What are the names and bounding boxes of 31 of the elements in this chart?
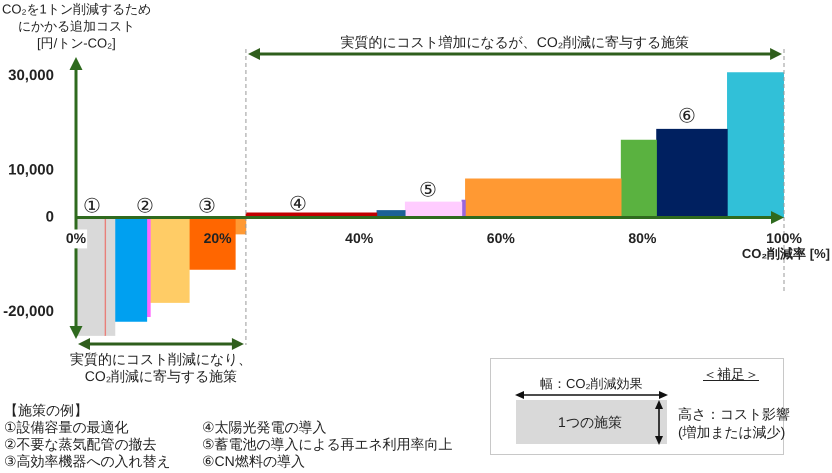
text: ⑤蓄電池の導入による再エネ利用率向上 bbox=[202, 436, 453, 453]
text: ③高効率機器への入れ替え bbox=[4, 453, 171, 470]
y-tick-label: 30,000 bbox=[8, 67, 54, 84]
annotation: ② bbox=[136, 196, 154, 218]
text: ⑥CN燃料の導入 bbox=[202, 453, 305, 470]
x-tick-label: 40% bbox=[345, 230, 374, 246]
annotation: ③ bbox=[198, 196, 216, 218]
y-axis-title: CO₂を1トン削減するためにかかる追加コスト [円/トン-CO₂] bbox=[2, 2, 151, 51]
text: ④太陽光発電の導入 bbox=[202, 419, 327, 436]
annotation: ⑤ bbox=[419, 180, 437, 202]
x-tick-label: 20% bbox=[204, 230, 232, 246]
text: ②不要な蒸気配管の撤去 bbox=[4, 436, 157, 453]
x-tick-label: 0% bbox=[66, 230, 87, 246]
text: 幅：CO₂削減効果 bbox=[540, 376, 643, 392]
y-tick-label: 0 bbox=[46, 208, 54, 226]
text: 高さ：コスト影響 (増加または減少) bbox=[678, 405, 790, 441]
annotation: ④ bbox=[289, 194, 307, 216]
text: ①設備容量の最適化 bbox=[4, 419, 129, 436]
text: 実質的にコスト削減になり、 CO₂削減に寄与する施策 bbox=[70, 350, 252, 384]
y-tick-label: 10,000 bbox=[8, 161, 54, 178]
x-tick-label: 80% bbox=[628, 230, 657, 246]
text: 【施策の例】 bbox=[4, 402, 88, 419]
x-axis-title: CO₂削減率 [%] bbox=[742, 246, 830, 262]
text: 実質的にコスト増加になるが、CO₂削減に寄与する施策 bbox=[340, 34, 690, 50]
y-tick-label: -20,000 bbox=[3, 303, 54, 320]
text: 1つの施策 bbox=[558, 414, 622, 431]
x-tick-label: 100% bbox=[766, 230, 802, 246]
annotation: ① bbox=[83, 196, 101, 218]
text: ＜補足＞ bbox=[703, 366, 759, 383]
annotation: ⑥ bbox=[678, 106, 696, 128]
x-tick-label: 60% bbox=[486, 230, 516, 246]
